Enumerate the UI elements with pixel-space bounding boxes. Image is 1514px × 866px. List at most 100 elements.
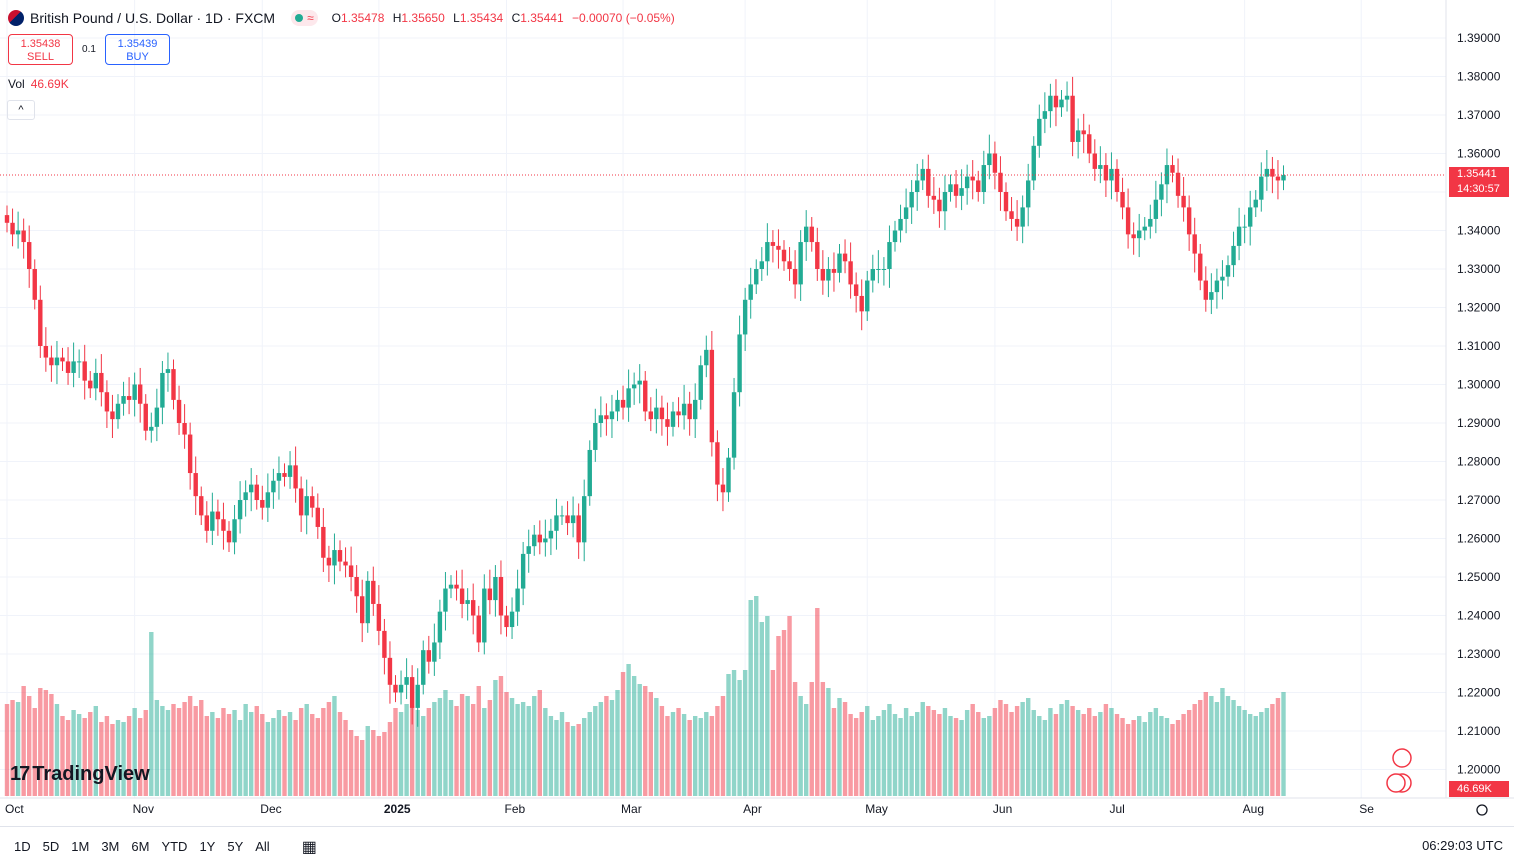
volume-bar (1026, 698, 1031, 796)
volume-bar (870, 720, 875, 796)
candle-body (631, 384, 637, 389)
range-1m[interactable]: 1M (71, 839, 90, 854)
volume-bar (149, 632, 154, 796)
volume-bar (71, 710, 76, 796)
range-3m[interactable]: 3M (101, 839, 120, 854)
candle-body (160, 372, 165, 408)
countdown-tag: 14:30:57 (1449, 181, 1509, 197)
volume-bar (903, 708, 909, 796)
volume-bar (298, 708, 304, 796)
volume-bar (1137, 716, 1142, 796)
range-ytd[interactable]: YTD (161, 839, 188, 854)
candle-body (981, 165, 986, 192)
candle-body (15, 230, 21, 235)
candle-body (421, 650, 426, 685)
candle-body (920, 168, 925, 181)
x-tick-label: May (865, 802, 888, 816)
collapse-legend-button[interactable]: ^ (7, 100, 35, 120)
candle-body (221, 519, 226, 531)
range-1d[interactable]: 1D (14, 839, 31, 854)
range-6m[interactable]: 6M (131, 839, 150, 854)
event-flag-icon[interactable] (1386, 773, 1406, 793)
candle-body (1092, 153, 1097, 169)
market-status-pill[interactable]: ≈ (291, 10, 318, 26)
volume-bar (820, 682, 826, 796)
calendar-icon[interactable]: ▦ (301, 838, 317, 856)
event-flag-icon[interactable] (1392, 748, 1412, 768)
candle-body (1109, 168, 1114, 181)
candle-body (121, 396, 126, 404)
volume-bar (609, 700, 615, 796)
candle-body (504, 615, 509, 628)
candle-body (1070, 95, 1075, 142)
volume-bar (853, 718, 859, 796)
volume-bar (32, 708, 37, 796)
candle-body (709, 349, 715, 443)
candle-body (249, 484, 254, 493)
volume-bar (448, 700, 454, 796)
volume-bar (842, 702, 848, 796)
volume-bar (232, 710, 237, 796)
volume-bar (421, 716, 426, 796)
volume-bar (631, 676, 637, 796)
candle-body (798, 242, 803, 285)
volume-bar (587, 712, 592, 796)
candle-body (948, 184, 953, 192)
volume-bar (1214, 702, 1220, 796)
y-tick-label: 1.32000 (1457, 301, 1501, 315)
candle-body (659, 407, 665, 420)
candle-body (426, 650, 431, 662)
volume-bar (471, 704, 476, 796)
tradingview-logo[interactable]: 17 TradingView (10, 763, 150, 786)
high-key: H (392, 11, 402, 25)
range-5d[interactable]: 5D (42, 839, 60, 854)
volume-bar (315, 718, 320, 796)
range-5y[interactable]: 5Y (227, 839, 244, 854)
volume-bar (987, 716, 992, 796)
volume-bar (826, 688, 831, 796)
range-all[interactable]: All (255, 839, 270, 854)
candle-body (149, 426, 154, 431)
candle-body (1175, 172, 1181, 196)
volume-bar (304, 704, 309, 796)
volume-bar (326, 702, 332, 796)
x-tick-label: Jun (993, 802, 1012, 816)
candle-body (476, 615, 481, 643)
buy-button[interactable]: 1.35439 BUY (105, 34, 170, 65)
candle-body (598, 415, 604, 423)
volume-bar (626, 664, 631, 796)
candle-body (393, 684, 398, 693)
sell-button[interactable]: 1.35438 SELL (8, 34, 73, 65)
volume-bar (915, 712, 920, 796)
y-tick-label: 1.38000 (1457, 70, 1501, 84)
low-key: L (453, 11, 460, 25)
volume-bar (543, 708, 548, 796)
candle-body (365, 580, 370, 624)
volume-bar (920, 702, 925, 796)
volume-bar (199, 700, 204, 796)
candle-body (1125, 207, 1131, 235)
ohlc-readout: O1.35478 H1.35650 L1.35434 C1.35441 −0.0… (332, 11, 680, 25)
volume-bar (110, 724, 115, 796)
volume-bar (887, 704, 892, 796)
volume-bar (704, 712, 709, 796)
volume-bar (409, 706, 415, 796)
volume-bar (676, 708, 681, 796)
candle-body (1103, 165, 1109, 181)
candle-body (1048, 95, 1053, 112)
candle-body (515, 588, 520, 612)
volume-bar (981, 718, 986, 796)
volume-bar (254, 706, 259, 796)
candle-body (759, 261, 764, 269)
volume-bar (1248, 714, 1253, 796)
symbol-title[interactable]: British Pound / U.S. Dollar · 1D · FXCM (30, 10, 276, 26)
volume-bar (754, 596, 759, 796)
candle-body (998, 172, 1003, 192)
candle-body (60, 357, 65, 362)
clock-timezone[interactable]: 06:29:03 UTC (1422, 838, 1503, 853)
range-1y[interactable]: 1Y (199, 839, 216, 854)
gear-icon[interactable] (1476, 804, 1488, 816)
y-tick-label: 1.26000 (1457, 532, 1501, 546)
volume-legend: Vol 46.69K (8, 77, 69, 91)
